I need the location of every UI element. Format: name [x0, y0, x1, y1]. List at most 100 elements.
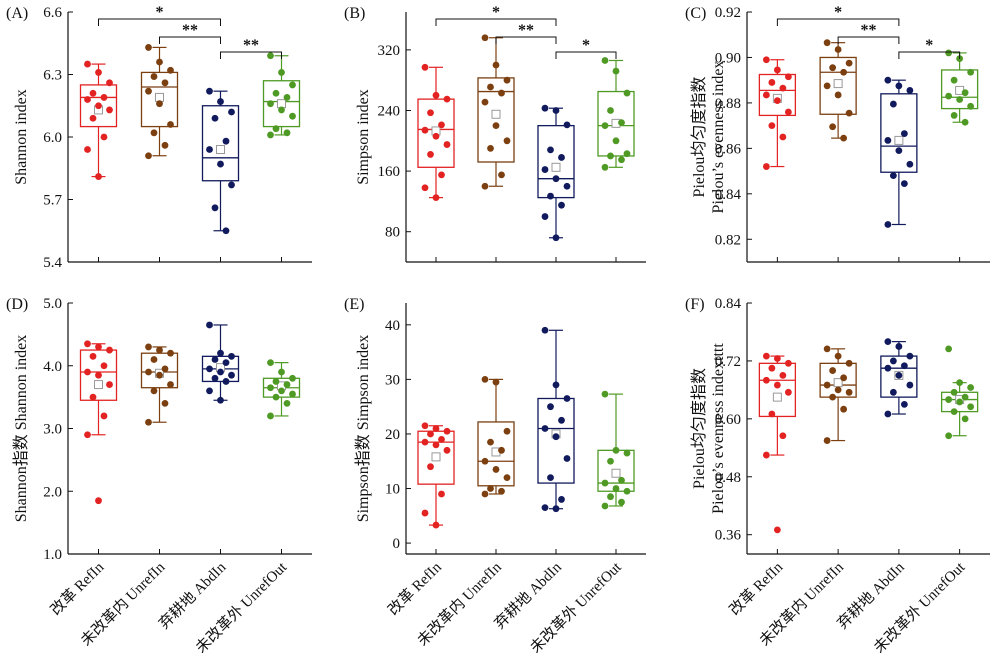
mean-marker — [551, 162, 561, 172]
data-point — [945, 345, 953, 353]
data-point — [601, 479, 609, 487]
data-point — [563, 121, 571, 129]
bracket-line — [837, 36, 900, 44]
significance-label: * — [156, 4, 164, 21]
data-point — [498, 171, 505, 179]
data-point — [834, 91, 842, 99]
y-axis-title: Shannon index — [13, 89, 30, 185]
bracket-line — [555, 51, 617, 59]
data-point — [481, 375, 489, 383]
data-point — [222, 359, 230, 367]
bracket-line — [898, 51, 961, 59]
box-iqr — [819, 56, 857, 115]
bracket-line — [435, 18, 557, 26]
data-point — [895, 343, 903, 350]
y-tick-label: 0.60 — [715, 412, 741, 428]
data-point — [95, 497, 102, 505]
data-point — [541, 425, 549, 432]
data-point — [503, 76, 511, 84]
data-point — [945, 49, 953, 57]
data-point — [503, 427, 511, 435]
significance-bracket: * — [898, 37, 961, 59]
box-group-4 — [597, 57, 635, 171]
data-point — [623, 487, 631, 495]
box-group-2 — [819, 39, 857, 142]
significance-bracket: * — [555, 37, 617, 59]
data-point — [161, 141, 169, 149]
data-point — [228, 108, 235, 116]
data-point — [167, 381, 174, 388]
panel-1: 5.45.76.06.36.6(A)Shannon index***** — [6, 4, 312, 271]
data-point — [432, 441, 440, 449]
data-point — [432, 91, 440, 99]
y-tick-label: 0 — [393, 536, 401, 552]
panel-3: 0.82 0.84 0.86 0.88 0.90 0.92 (C) Pielou均匀度指数 Pi… — [685, 4, 990, 263]
data-point — [206, 365, 213, 373]
data-point — [498, 89, 505, 97]
data-point — [840, 374, 848, 382]
y-axis-title: Pielou均匀度指数 — [690, 368, 708, 489]
data-point — [217, 349, 224, 357]
data-point — [267, 52, 274, 60]
data-point — [145, 418, 152, 426]
data-point — [211, 356, 219, 363]
data-point — [823, 39, 831, 47]
panel-6: 0.36 0.48 0.60 0.72 0.84 (F) Pielou均匀度指数 Pielou… — [685, 296, 990, 657]
data-point — [884, 137, 892, 144]
mean-marker — [94, 380, 103, 390]
data-point — [762, 352, 770, 360]
panel-label: (A) — [6, 5, 28, 22]
data-point — [612, 137, 620, 145]
mean-marker — [216, 145, 225, 154]
data-point — [211, 114, 219, 122]
data-point — [845, 359, 853, 367]
data-point — [889, 388, 897, 396]
box-iqr — [758, 73, 797, 117]
data-point — [432, 132, 440, 140]
mean-marker — [833, 79, 843, 89]
data-point — [773, 381, 781, 389]
data-point — [432, 194, 440, 202]
data-point — [145, 343, 152, 351]
data-point — [481, 182, 489, 190]
data-point — [278, 368, 285, 376]
data-point — [961, 393, 969, 401]
significance-label: * — [582, 37, 590, 54]
data-point — [106, 106, 113, 114]
data-point — [895, 372, 903, 379]
significance-bracket: ** — [837, 22, 900, 44]
data-point — [601, 163, 609, 171]
data-point — [956, 379, 964, 387]
data-point — [278, 69, 285, 76]
data-point — [840, 68, 848, 76]
data-point — [768, 79, 776, 86]
box-iqr — [940, 391, 979, 413]
mean-marker — [611, 468, 621, 478]
data-point — [145, 368, 152, 376]
data-point — [906, 381, 914, 389]
data-point — [552, 433, 560, 441]
data-point — [211, 204, 219, 212]
data-point — [784, 388, 792, 396]
mean-marker — [491, 109, 501, 119]
data-point — [272, 378, 280, 385]
data-point — [427, 430, 434, 438]
data-point — [100, 133, 108, 141]
data-point — [438, 490, 445, 498]
data-point — [222, 378, 230, 385]
data-point — [217, 98, 224, 105]
data-point — [779, 432, 787, 440]
data-point — [823, 345, 831, 353]
data-point — [289, 81, 296, 89]
significance-label: * — [492, 4, 500, 21]
data-point — [481, 490, 489, 498]
box-group-4 — [940, 345, 979, 440]
box-iqr — [477, 421, 515, 487]
data-point — [762, 91, 770, 99]
data-point — [289, 374, 296, 382]
data-point — [84, 96, 91, 103]
data-point — [563, 455, 571, 462]
data-point — [278, 106, 285, 114]
data-point — [167, 66, 174, 74]
bracket-line — [98, 18, 221, 26]
